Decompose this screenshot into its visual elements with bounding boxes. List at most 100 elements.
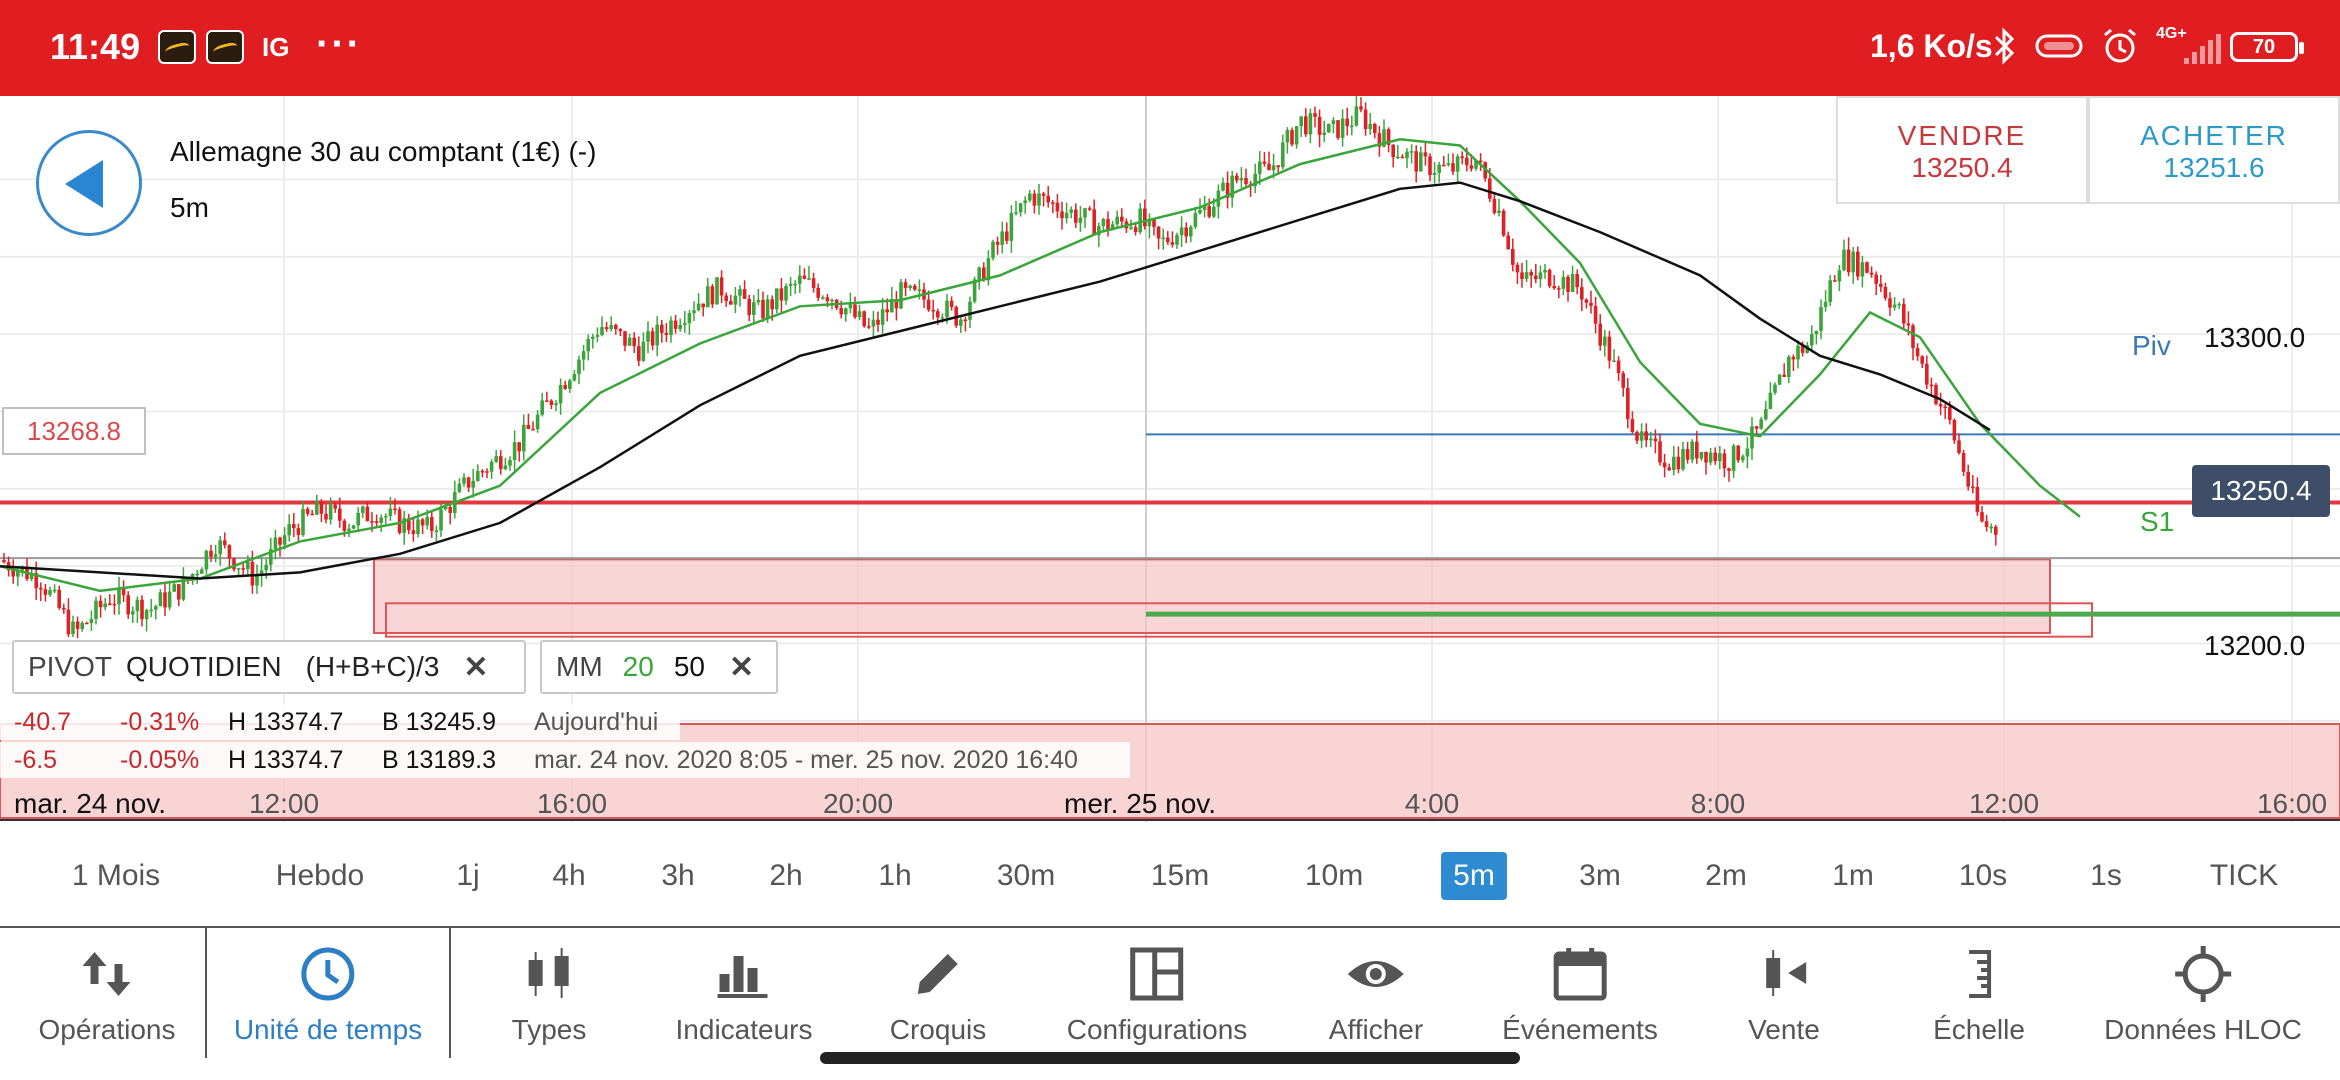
candle-body	[890, 299, 894, 313]
candle-body	[1745, 448, 1750, 457]
candle-body	[1584, 299, 1589, 303]
toolbar-timeframe[interactable]: Unité de temps	[234, 928, 422, 1054]
candle-body	[1055, 202, 1060, 212]
timeframe-hebdo[interactable]: Hebdo	[275, 859, 365, 892]
sell-button[interactable]: VENDRE 13250.4	[1836, 96, 2088, 204]
toolbar-events[interactable]: Événements	[1502, 928, 1658, 1054]
candle-body	[1009, 213, 1014, 241]
candle-body	[462, 477, 466, 484]
pivot-indicator-chip[interactable]: PIVOT QUOTIDIEN (H+B+C)/3 ✕	[12, 640, 526, 694]
candle-body	[1837, 270, 1842, 282]
candle-body	[218, 540, 222, 555]
candle-body	[1856, 251, 1860, 277]
signal-icon	[2184, 34, 2224, 64]
timeframe-10s[interactable]: 10s	[1958, 859, 2008, 892]
timeframe-1m[interactable]: 1m	[1832, 859, 1874, 892]
calendar-icon	[1553, 948, 1607, 1001]
candle-body	[1759, 419, 1763, 429]
timeframe-tick[interactable]: TICK	[2209, 859, 2279, 892]
candle-body	[807, 278, 811, 280]
time-axis-line	[0, 819, 2340, 821]
candle-body	[1184, 227, 1188, 237]
candle-body	[1179, 227, 1184, 236]
candle-body	[1156, 226, 1161, 239]
candle-body	[1428, 156, 1432, 175]
timeframe-10m[interactable]: 10m	[1304, 859, 1364, 892]
candle-body	[1511, 249, 1515, 265]
timeframe-2h[interactable]: 2h	[769, 859, 803, 892]
toolbar-show[interactable]: Afficher	[1329, 928, 1423, 1054]
time-axis-label: 4:00	[1404, 788, 1460, 819]
candle-body	[1621, 373, 1625, 388]
candle-body	[1051, 202, 1055, 204]
candle-body	[1722, 453, 1727, 469]
buy-button[interactable]: ACHETER 13251.6	[2088, 96, 2340, 204]
candle-body	[1258, 161, 1262, 174]
timeframe-2m[interactable]: 2m	[1705, 859, 1747, 892]
toolbar-types[interactable]: Types	[512, 928, 586, 1054]
toolbar-hloc-data[interactable]: Données HLOC	[2104, 928, 2302, 1054]
low-value: B 13245.9	[382, 708, 496, 736]
candle-body	[1377, 133, 1382, 147]
candle-body	[1092, 209, 1096, 236]
candle-body	[1492, 198, 1497, 213]
candle-body	[802, 275, 807, 279]
timeframe-4h[interactable]: 4h	[552, 859, 586, 892]
candle-body	[1649, 438, 1653, 441]
candle-body	[287, 523, 291, 536]
candle-body	[351, 525, 356, 529]
low-value: B 13189.3	[382, 746, 496, 774]
candle-body	[756, 299, 761, 303]
candle-body	[195, 573, 199, 576]
candle-body	[227, 545, 232, 559]
toolbar-operations[interactable]: Opérations	[39, 928, 175, 1054]
candle-body	[600, 327, 604, 335]
timeframe-1s[interactable]: 1s	[2090, 859, 2122, 892]
candle-body	[1120, 216, 1124, 222]
timeframe-3h[interactable]: 3h	[661, 859, 695, 892]
mm-indicator-chip[interactable]: MM 20 50 ✕	[540, 640, 778, 694]
home-indicator[interactable]	[820, 1052, 1520, 1064]
remove-pivot-icon[interactable]: ✕	[463, 650, 489, 684]
timeframe-30m[interactable]: 30m	[996, 859, 1056, 892]
toolbar-sell[interactable]: Vente	[1748, 928, 1820, 1054]
candle-body	[1520, 272, 1524, 279]
remove-mm-icon[interactable]: ✕	[728, 650, 755, 684]
timeframe-15m[interactable]: 15m	[1150, 859, 1210, 892]
candle-body	[434, 530, 439, 532]
candle-body	[1230, 175, 1234, 198]
price-chart[interactable]	[0, 96, 2340, 826]
timeframe-1-mois[interactable]: 1 Mois	[71, 859, 161, 892]
toolbar-label: Unité de temps	[233, 1014, 423, 1045]
candle-body	[1501, 210, 1506, 236]
candle-body	[1547, 269, 1552, 286]
candle-body	[1271, 165, 1276, 171]
candle-body	[604, 327, 609, 330]
timeframe-1j[interactable]: 1j	[456, 859, 480, 892]
timeframe-1h[interactable]: 1h	[878, 859, 912, 892]
toolbar-configurations[interactable]: Configurations	[1067, 928, 1247, 1054]
candle-body	[696, 303, 701, 311]
toolbar-label: Vente	[1748, 1014, 1820, 1045]
candle-body	[1911, 325, 1915, 349]
timeframe-5m[interactable]: 5m	[1441, 852, 1507, 900]
candle-body	[577, 359, 581, 375]
candle-body	[1041, 193, 1046, 196]
candle-body	[1925, 363, 1929, 385]
candle-body	[1612, 360, 1616, 363]
candle-body	[1557, 288, 1561, 290]
toolbar-indicators[interactable]: Indicateurs	[676, 928, 812, 1054]
candle-body	[1363, 109, 1368, 130]
toolbar-scale[interactable]: Échelle	[1933, 928, 2025, 1054]
candle-body	[1285, 130, 1290, 143]
candle-body	[443, 507, 448, 510]
toolbar-sketch[interactable]: Croquis	[890, 928, 986, 1054]
timeframe-3m[interactable]: 3m	[1579, 859, 1621, 892]
back-button[interactable]	[36, 130, 142, 236]
candle-body	[200, 569, 204, 574]
candle-body	[821, 297, 825, 299]
eye-icon	[1347, 961, 1404, 987]
status-bar: 11:49 IG ··· 1,6 Ko/s 4G+ 70	[0, 0, 2340, 96]
candle-body	[1106, 219, 1110, 230]
